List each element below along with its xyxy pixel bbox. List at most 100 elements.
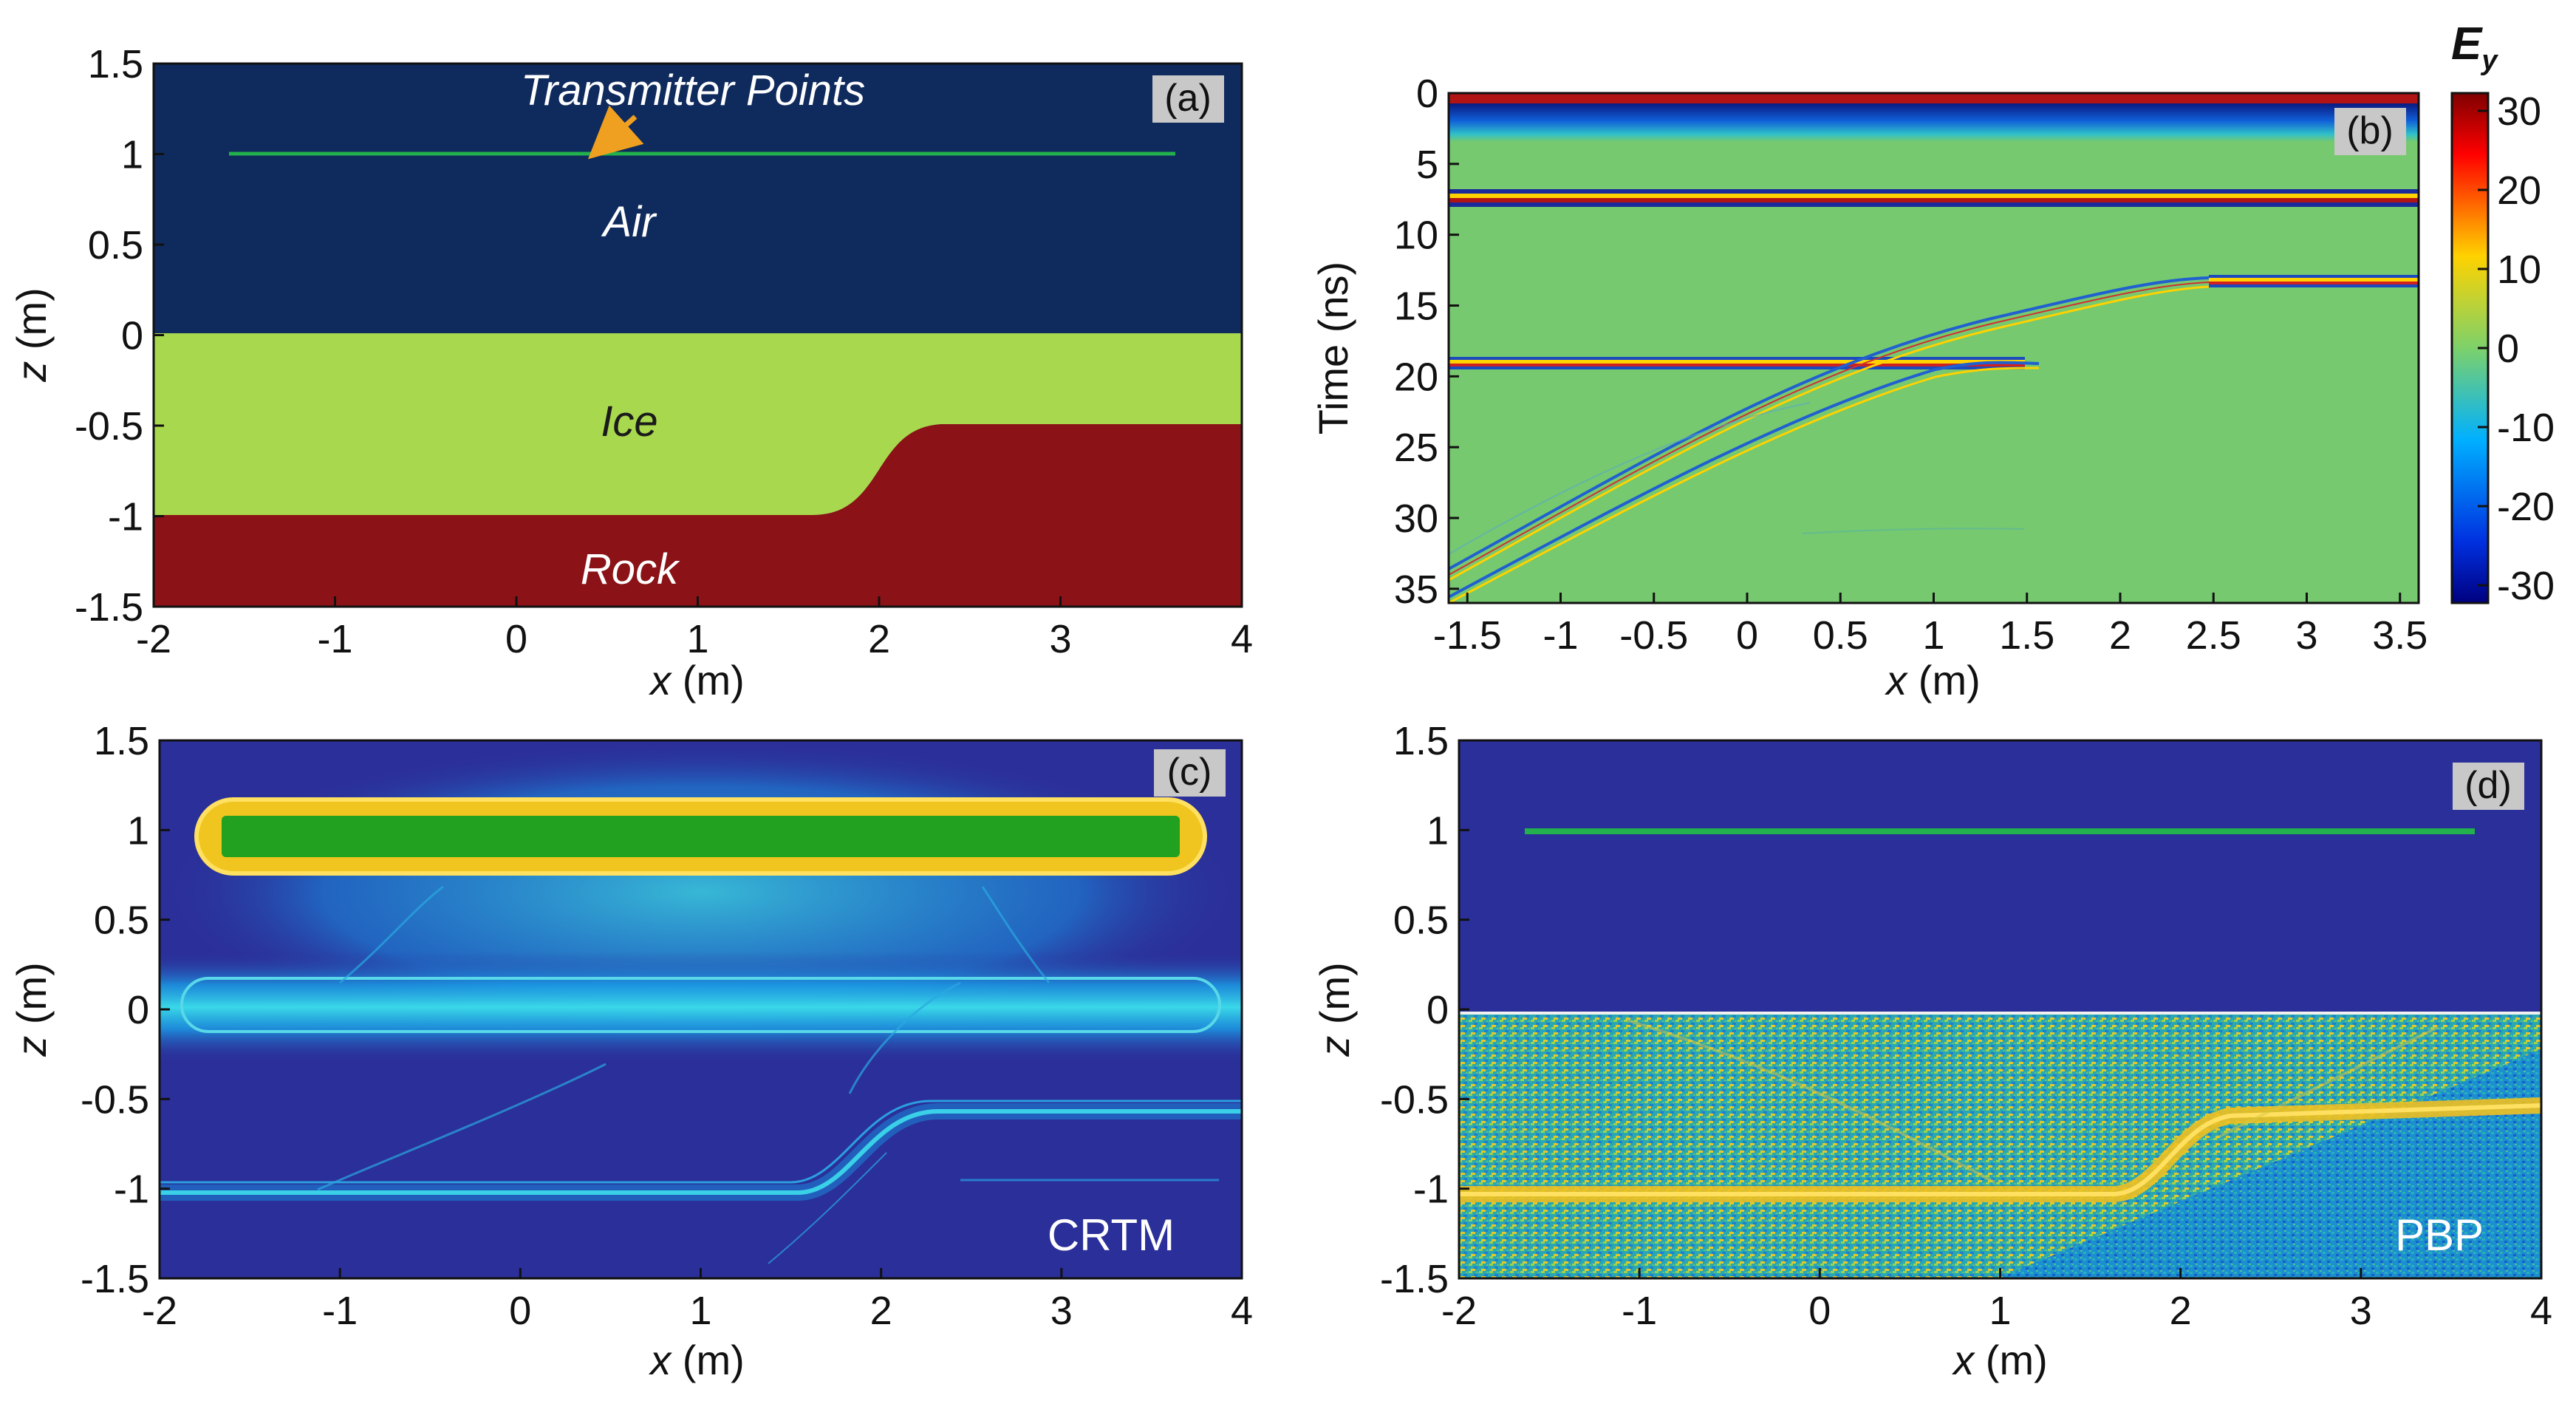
panel-b-y-tick-label: 35 — [1394, 567, 1438, 612]
panel-d-y-tick-label: -1 — [1413, 1168, 1449, 1212]
panel-a-x-tick-label: -1 — [317, 617, 352, 661]
panel-c-x-tick-label: 0 — [509, 1289, 531, 1333]
panel-b-x-ticks: -1.5 -1 -0.5 0 0.5 1 1.5 2 2.5 3 3.5 — [1433, 593, 2428, 658]
ice-rock-reflection-right — [2209, 275, 2419, 287]
panel-d-y-tick-label: -0.5 — [1380, 1077, 1449, 1122]
direct-wave-decay — [1449, 103, 2419, 142]
panel-a-y-label: z (m) — [8, 287, 55, 383]
panel-d-y-tick-label: -1.5 — [1380, 1257, 1449, 1301]
crtm-artifact-arcs — [317, 885, 1050, 1264]
crtm-ice-rock-interface — [160, 1100, 1242, 1201]
panel-b-y-tick-label: 5 — [1416, 143, 1438, 187]
panel-b-y-tick-label: 15 — [1394, 284, 1438, 329]
panel-a-x-tick-label: 1 — [686, 617, 708, 661]
panel-c-label-box — [1154, 749, 1226, 797]
panel-d-x-tick-label: 3 — [2350, 1289, 2372, 1333]
colorbar-tick-label: 20 — [2497, 168, 2541, 213]
panel-d-y-ticks: 1.5 1 0.5 0 -0.5 -1 -1.5 — [1380, 719, 1469, 1301]
panel-c-y-tick-label: 0.5 — [94, 899, 149, 943]
crtm-label: CRTM — [1048, 1210, 1175, 1260]
panel-d-y-tick-label: 0 — [1427, 988, 1449, 1032]
panel-d-x-tick-label: 4 — [2530, 1289, 2552, 1333]
air-ice-band — [160, 952, 1242, 1063]
panel-b-radargram: (b) -1.5 -1 -0.5 0 0.5 1 1.5 2 2.5 3 3.5 0 5 10 15 20 2… — [1310, 18, 2555, 703]
panel-b-x-label: x (m) — [1884, 657, 1981, 703]
panel-c-y-label: z (m) — [8, 962, 55, 1057]
panel-a-y-tick-label: -1.5 — [75, 585, 143, 630]
panel-d-x-tick-label: 0 — [1808, 1289, 1831, 1333]
pbp-label: PBP — [2395, 1210, 2484, 1260]
panel-d-y-tick-label: 1.5 — [1393, 719, 1449, 763]
panel-c-x-tick-label: 4 — [1231, 1289, 1253, 1333]
panel-c-x-tick-label: 1 — [689, 1289, 711, 1333]
panel-d-x-tick-label: -2 — [1441, 1289, 1477, 1333]
panel-c-y-tick-label: 0 — [127, 988, 149, 1032]
ice-label: Ice — [601, 398, 657, 446]
colorbar-tick-label: 10 — [2497, 248, 2541, 292]
panel-c-label: (c) — [1167, 751, 1212, 794]
panel-b-x-tick-label: -0.5 — [1619, 613, 1688, 658]
panel-b-y-tick-label: 10 — [1394, 214, 1438, 258]
colorbar-title: Ey — [2451, 18, 2498, 76]
panel-c-x-tick-label: -2 — [142, 1289, 177, 1333]
pbp-ice-rock-interface — [1459, 1018, 2542, 1202]
air-label: Air — [601, 198, 658, 246]
panel-a-label-box — [1152, 75, 1224, 123]
panel-d-label: (d) — [2464, 764, 2512, 807]
panel-b-x-tick-label: 2.5 — [2186, 613, 2241, 658]
panel-c-y-ticks: 1.5 1 0.5 0 -0.5 -1 -1.5 — [81, 719, 170, 1301]
panel-b-label-box — [2334, 108, 2406, 155]
panel-b-x-tick-label: -1.5 — [1433, 613, 1502, 658]
panel-c-x-ticks: -2 -1 0 1 2 3 4 — [142, 1268, 1253, 1333]
panel-d-x-tick-label: 1 — [1989, 1289, 2011, 1333]
panel-d-x-tick-label: -1 — [1622, 1289, 1657, 1333]
panel-a-x-tick-label: 0 — [505, 617, 527, 661]
panel-b-y-tick-label: 30 — [1394, 497, 1438, 541]
panel-d-y-tick-label: 1 — [1427, 808, 1449, 853]
panel-b-label: (b) — [2346, 109, 2394, 152]
panel-b-y-tick-label: 0 — [1416, 72, 1438, 116]
transmitter-label: Transmitter Points — [521, 67, 865, 115]
panel-a-x-tick-label: 2 — [868, 617, 890, 661]
ice-rock-reflection-left — [1449, 357, 2025, 369]
panel-a-y-tick-label: -0.5 — [75, 404, 143, 449]
panel-a-y-tick-label: 0 — [121, 314, 143, 358]
rock-label: Rock — [581, 545, 680, 593]
panel-c-y-tick-label: -1 — [114, 1168, 149, 1212]
panel-b-x-tick-label: 0 — [1736, 613, 1758, 658]
source-line-core — [222, 816, 1180, 857]
colorbar-tick-label: -30 — [2497, 564, 2555, 608]
panel-a-y-tick-label: 0.5 — [88, 223, 143, 267]
transmitter-arrow — [587, 105, 644, 160]
air-ice-loop — [180, 977, 1221, 1033]
diffraction-hyperbolas — [1448, 276, 2210, 604]
panel-b-x-tick-label: 3.5 — [2372, 613, 2428, 658]
panel-c-x-tick-label: 2 — [870, 1289, 892, 1333]
panel-c-y-tick-label: 1 — [127, 808, 149, 853]
panel-b-x-tick-label: 1 — [1922, 613, 1944, 658]
colorbar-tick-label: 30 — [2497, 89, 2541, 134]
air-ice-reflection — [1449, 189, 2419, 207]
panel-c-x-tick-label: -1 — [322, 1289, 358, 1333]
panel-b-y-label: Time (ns) — [1310, 262, 1356, 434]
panel-b-x-tick-label: 3 — [2295, 613, 2317, 658]
panel-c-crtm-image: (c) CRTM -2 -1 0 1 2 3 4 1.5 1 0.5 0 -0.5 -1 -1.5 x … — [8, 719, 1253, 1383]
panel-d-x-tick-label: 2 — [2170, 1289, 2192, 1333]
panel-a-x-tick-label: 4 — [1231, 617, 1253, 661]
panel-a-y-ticks: 1.5 1 0.5 0 -0.5 -1 -1.5 — [75, 42, 164, 630]
colorbar-tick-label: -20 — [2497, 485, 2555, 529]
panel-d-label-box — [2453, 763, 2524, 810]
colorbar: Ey 30 20 10 0 -10 -20 -30 — [2450, 18, 2555, 608]
panel-c-y-tick-label: 1.5 — [94, 719, 149, 763]
rock-layer — [154, 424, 1242, 607]
panel-a-x-tick-label: -2 — [136, 617, 171, 661]
panel-a-y-tick-label: 1.5 — [88, 42, 143, 86]
colorbar-tick-label: 0 — [2497, 327, 2519, 371]
panel-b-x-tick-label: 1.5 — [1999, 613, 2054, 658]
panel-a-y-tick-label: -1 — [108, 495, 143, 539]
panel-a-x-tick-label: 3 — [1049, 617, 1071, 661]
panel-b-y-tick-label: 20 — [1394, 355, 1438, 399]
direct-wave-top — [1449, 93, 2419, 103]
colorbar-ticks: 30 20 10 0 -10 -20 -30 — [2478, 89, 2555, 608]
